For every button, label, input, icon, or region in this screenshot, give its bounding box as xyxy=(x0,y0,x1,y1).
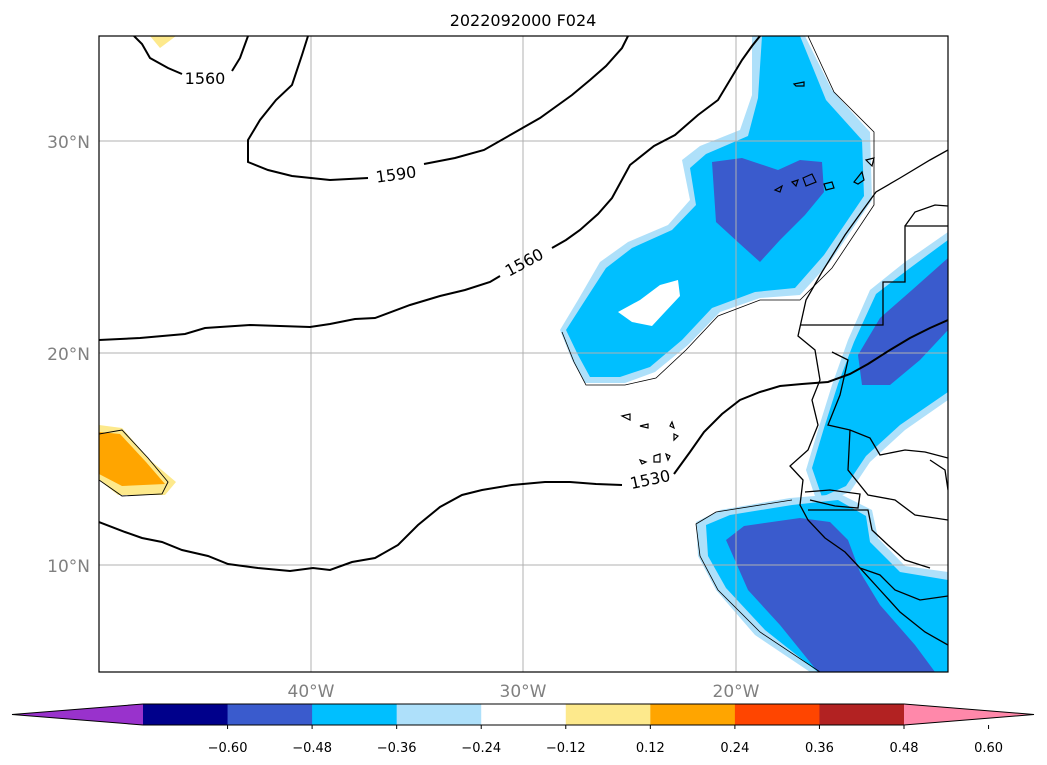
map-panel: 1560 1590 1560 1530 30°N 20°N 10°N 40°W … xyxy=(47,35,949,702)
colorbar-tick-label: 0.60 xyxy=(974,741,1003,756)
colorbar-tick-label: −0.24 xyxy=(461,741,501,756)
border-inland-2 xyxy=(847,429,948,521)
colorbar-tick-label: −0.60 xyxy=(208,741,248,756)
colorbar-segment xyxy=(312,704,398,725)
madeira xyxy=(792,81,805,87)
map-title: 2022092000 F024 xyxy=(450,11,597,30)
colorbar-tick-label: −0.48 xyxy=(292,741,332,756)
plume-outline-north xyxy=(561,36,875,386)
border-sahara xyxy=(800,225,948,326)
colorbar-tick-label: 0.36 xyxy=(805,741,834,756)
contour-1590 xyxy=(247,36,629,182)
lon-labels: 40°W 30°W 20°W xyxy=(288,682,760,702)
lat-label-20n: 20°N xyxy=(47,345,90,365)
border-north-1 xyxy=(904,204,948,227)
colorbar-segment xyxy=(734,704,820,725)
colorbar-ticks: −0.60 −0.48 −0.36 −0.24 −0.12 0.12 0.24 0.36 0.4… xyxy=(208,725,1003,756)
plume-outline-south xyxy=(695,499,838,672)
blue-plume-south-dark xyxy=(726,518,935,672)
yellow-fleck-nw xyxy=(150,36,176,48)
colorbar-segment xyxy=(481,704,567,725)
border-east xyxy=(929,459,948,491)
contour-1530 xyxy=(99,319,948,573)
colorbar-segment xyxy=(396,704,482,725)
colorbar-outline xyxy=(11,703,1035,726)
colorbar-segment xyxy=(227,704,313,725)
lat-label-10n: 10°N xyxy=(47,557,90,577)
border-inland-1 xyxy=(827,351,948,459)
contour-1560 xyxy=(99,36,761,341)
lat-labels: 30°N 20°N 10°N xyxy=(47,133,90,577)
colorbar-segment xyxy=(650,704,736,725)
border-guinea xyxy=(808,509,931,569)
colorbar-tick-label: −0.12 xyxy=(546,741,586,756)
colorbar-segment xyxy=(143,704,229,725)
colorbar-segments xyxy=(12,704,1034,725)
cape-verde-islands xyxy=(620,413,680,465)
colorbar-tick-label: 0.12 xyxy=(636,741,665,756)
blue-blob-north xyxy=(712,158,824,262)
colorbar-tick-label: 0.24 xyxy=(720,741,749,756)
lon-label-20w: 20°W xyxy=(713,682,760,702)
plume-hole xyxy=(618,280,680,326)
height-contours xyxy=(99,36,948,573)
contour-1560-north xyxy=(133,36,249,75)
orange-patch-west xyxy=(99,432,165,486)
patch-outline-west xyxy=(99,429,169,497)
canary-islands xyxy=(773,157,875,193)
map-frame xyxy=(98,35,949,673)
colorbar-tick-label: −0.36 xyxy=(377,741,417,756)
lon-label-30w: 30°W xyxy=(500,682,547,702)
colorbar-extend-high xyxy=(904,704,1034,725)
colorbar-segment xyxy=(819,704,905,725)
border-sl xyxy=(859,567,948,601)
colorbar-segment xyxy=(565,704,651,725)
lon-label-40w: 40°W xyxy=(288,682,335,702)
colorbar-extend-low xyxy=(12,704,143,725)
border-gambia xyxy=(804,489,861,509)
lat-label-30n: 30°N xyxy=(47,133,90,153)
colorbar-tick-label: 0.48 xyxy=(890,741,919,756)
contour-label-1560-north: 1560 xyxy=(185,69,226,88)
coastlines xyxy=(99,36,948,672)
colorbar: −0.60 −0.48 −0.36 −0.24 −0.12 0.12 0.24 0.36 0.4… xyxy=(11,703,1035,756)
